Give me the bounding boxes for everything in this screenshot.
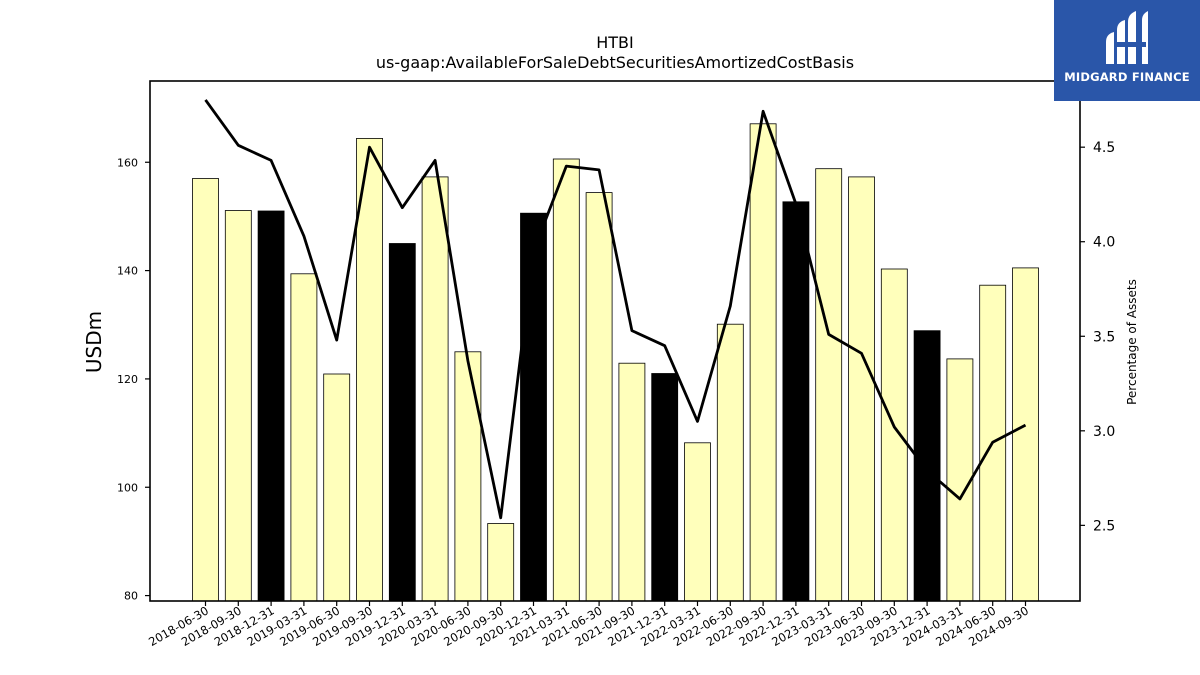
y-tick-label: 140 bbox=[117, 265, 138, 278]
chart-subtitle: us-gaap:AvailableForSaleDebtSecuritiesAm… bbox=[376, 53, 854, 72]
bar-2019-06-30 bbox=[323, 373, 351, 602]
y2-tick-label: 4.5 bbox=[1093, 140, 1115, 156]
bar-2022-03-31 bbox=[684, 442, 711, 602]
bar-2021-03-31 bbox=[552, 158, 580, 602]
line-path bbox=[204, 99, 1027, 520]
y-tick-label: 120 bbox=[117, 373, 138, 386]
bar-2018-09-30 bbox=[224, 210, 252, 602]
bar-2023-03-31 bbox=[815, 168, 843, 602]
y2-tick-label: 3.0 bbox=[1093, 424, 1115, 440]
bar-2021-09-30 bbox=[618, 362, 646, 602]
bar-2023-12-31 bbox=[913, 330, 941, 602]
bar-2024-09-30 bbox=[1012, 267, 1039, 602]
bar-2018-06-30 bbox=[192, 178, 219, 602]
bar-2022-09-30 bbox=[749, 123, 777, 602]
line-series bbox=[204, 99, 1027, 520]
bar-2019-12-31 bbox=[388, 243, 416, 602]
chart-title: HTBI bbox=[596, 33, 634, 52]
y-tick-label: 160 bbox=[117, 156, 138, 169]
bar-2020-03-31 bbox=[421, 176, 449, 602]
plot-frame bbox=[149, 80, 1081, 602]
y2-tick-label: 2.5 bbox=[1093, 518, 1115, 534]
bar-2021-12-31 bbox=[651, 373, 679, 602]
bar-2019-03-31 bbox=[290, 273, 318, 602]
bar-2023-06-30 bbox=[848, 176, 875, 602]
y2-axis-label: Percentage of Assets bbox=[1125, 279, 1139, 405]
bar-2018-12-31 bbox=[257, 210, 285, 602]
bar-2020-09-30 bbox=[487, 523, 515, 602]
bar-2023-09-30 bbox=[880, 268, 908, 602]
y-tick-label: 100 bbox=[117, 481, 138, 494]
bar-series bbox=[192, 123, 1039, 602]
bar-2020-06-30 bbox=[454, 351, 482, 602]
bar-2024-03-31 bbox=[946, 358, 974, 602]
y-tick-label: 80 bbox=[124, 590, 138, 603]
bar-2019-09-30 bbox=[356, 137, 383, 602]
bar-2022-06-30 bbox=[716, 323, 744, 602]
y-axis-label: USDm bbox=[82, 311, 106, 373]
y2-tick-label: 4.0 bbox=[1093, 235, 1115, 251]
logo-mark-icon bbox=[1106, 11, 1148, 64]
y2-tick-label: 3.5 bbox=[1093, 329, 1115, 345]
bar-2022-12-31 bbox=[782, 201, 810, 602]
brand-logo: MIDGARD FINANCE bbox=[1054, 0, 1200, 101]
bar-2021-06-30 bbox=[585, 192, 613, 602]
bar-2020-12-31 bbox=[520, 212, 547, 602]
logo-text: MIDGARD FINANCE bbox=[1064, 70, 1190, 84]
